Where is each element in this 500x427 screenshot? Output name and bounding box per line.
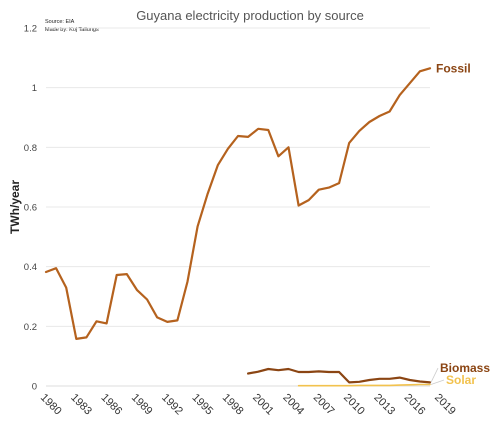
made-by-note: Made by: Koj Tallungs: [45, 27, 99, 33]
x-tick-label: 2001: [250, 392, 276, 418]
x-tick-label: 1989: [129, 392, 155, 418]
grid: [46, 27, 430, 327]
y-tick-label: 1.2: [24, 24, 37, 35]
y-tick-label: 0.8: [24, 143, 37, 154]
x-tick-label: 2013: [371, 392, 397, 418]
series-label-biomass: Biomass: [440, 361, 490, 375]
y-tick-label: 0.2: [24, 322, 37, 333]
y-tick-label: 0.6: [24, 203, 37, 214]
x-tick-label: 2010: [341, 392, 367, 418]
source-note: Source: EIA: [45, 19, 75, 25]
x-tick-label: 1992: [159, 392, 185, 418]
x-tick-label: 1986: [99, 392, 125, 418]
x-tick-label: 1980: [38, 392, 64, 418]
x-tick-label: 2019: [432, 392, 458, 418]
label-leader-solar: [430, 379, 445, 385]
x-tick-label: 2004: [280, 392, 306, 418]
y-tick-label: 0: [32, 382, 37, 393]
x-tick-label: 2007: [311, 392, 337, 418]
x-tick-label: 1983: [68, 392, 94, 418]
series-label-fossil: Fossil: [436, 61, 471, 75]
series-line-biomass: [247, 367, 432, 384]
x-tick-label: 1998: [220, 392, 246, 418]
y-tick-label: 0.4: [24, 262, 37, 273]
x-tick-label: 1995: [189, 392, 215, 418]
series-line-fossil: [44, 67, 432, 340]
x-tick-label: 2016: [402, 392, 428, 418]
series-lines: [44, 67, 432, 387]
y-tick-label: 1: [32, 83, 37, 94]
label-leader-biomass: [430, 367, 439, 383]
series-line-solar: [297, 383, 431, 387]
series-label-solar: Solar: [446, 373, 476, 387]
y-axis-label: TWh/year: [8, 180, 22, 234]
chart-title: Guyana electricity production by source: [136, 8, 364, 23]
